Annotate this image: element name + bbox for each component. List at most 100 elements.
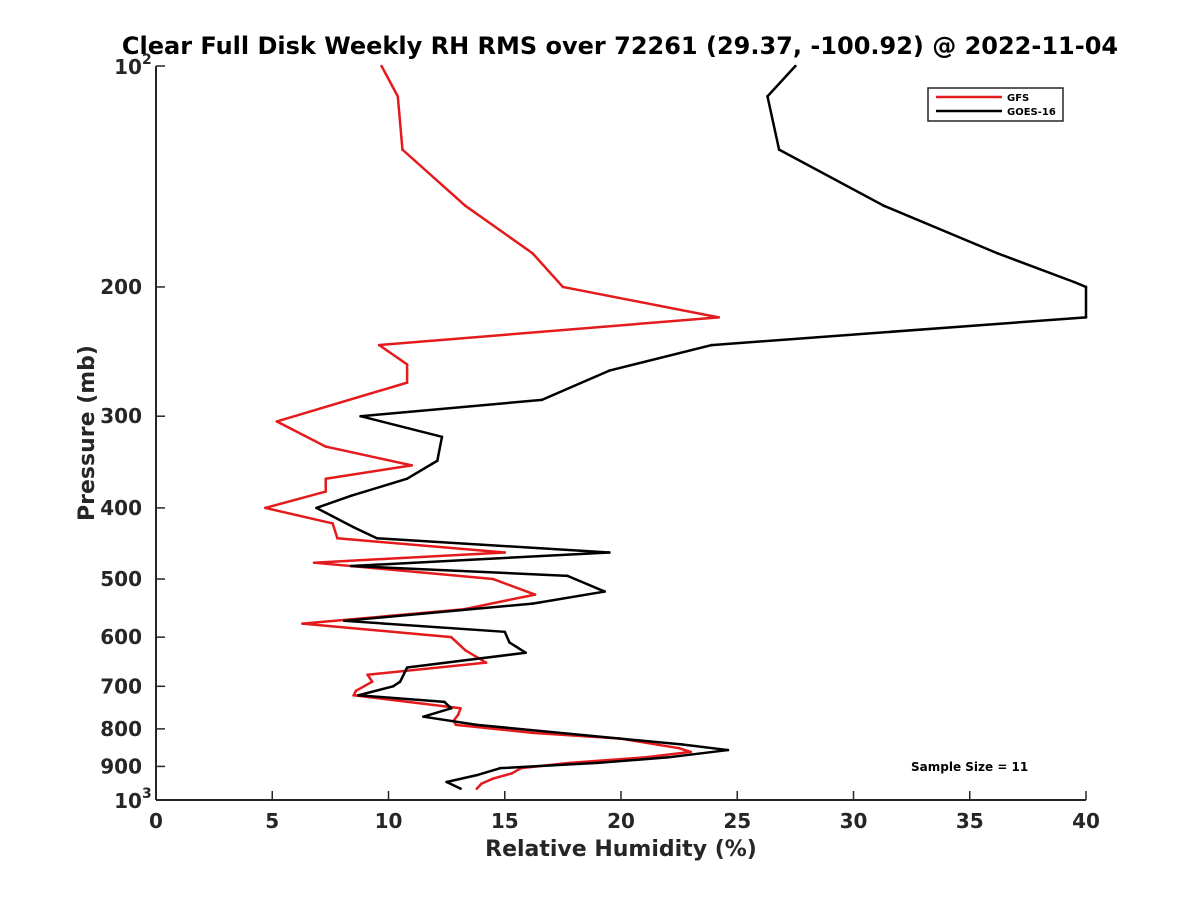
data-point-goes16 (445, 780, 448, 784)
y-tick-label-exponent: 3 (142, 786, 152, 802)
x-tick-label: 30 (840, 809, 868, 833)
data-point-goes16 (375, 536, 379, 540)
data-point-goes16 (475, 773, 479, 777)
data-point-goes16 (882, 204, 886, 207)
series-layer (263, 64, 1088, 790)
data-point-gfs (449, 635, 453, 639)
x-tick-label: 15 (491, 809, 519, 833)
data-point-goes16 (777, 148, 781, 151)
data-point-goes16 (398, 680, 402, 684)
data-point-goes16 (350, 494, 353, 498)
y-tick-label: 400 (100, 496, 142, 520)
data-point-goes16 (352, 525, 355, 529)
data-point-goes16 (503, 630, 507, 634)
data-point-goes16 (603, 590, 607, 593)
data-point-gfs (491, 577, 495, 581)
data-point-goes16 (608, 369, 611, 372)
x-tick-label: 0 (149, 809, 163, 833)
data-point-goes16 (436, 459, 439, 463)
data-point-goes16 (666, 756, 669, 759)
data-point-gfs (377, 343, 381, 347)
x-axis-label: Relative Humidity (%) (485, 837, 757, 862)
data-point-gfs (405, 381, 409, 384)
data-point-goes16 (475, 723, 479, 727)
data-point-gfs (354, 689, 358, 693)
data-point-goes16 (596, 761, 600, 765)
y-tick-label: 10 (114, 55, 142, 79)
data-point-gfs (475, 787, 479, 790)
data-point-goes16 (726, 748, 730, 752)
y-tick-label: 600 (100, 625, 142, 649)
y-tick-label: 10 (114, 789, 142, 813)
data-point-goes16 (405, 666, 409, 669)
y-axis-label: Pressure (mb) (75, 345, 100, 521)
data-point-gfs (324, 477, 328, 481)
data-point-goes16 (766, 95, 769, 98)
data-point-gfs (456, 713, 460, 716)
data-point-goes16 (343, 619, 346, 623)
legend-box (927, 87, 1064, 122)
data-point-gfs (324, 445, 328, 448)
data-point-goes16 (508, 641, 511, 644)
data-point-gfs (677, 746, 681, 750)
data-point-goes16 (566, 574, 569, 578)
data-point-gfs (484, 661, 488, 664)
x-tick-label: 25 (723, 809, 751, 833)
data-point-goes16 (531, 602, 534, 605)
data-point-gfs (324, 490, 328, 493)
y-tick-label: 900 (100, 754, 142, 778)
sample-size-annotation: Sample Size = 11 (911, 760, 1028, 774)
data-point-goes16 (498, 766, 502, 770)
x-tick-label: 35 (956, 809, 984, 833)
data-point-goes16 (356, 693, 360, 697)
data-point-gfs (717, 316, 720, 319)
y-tick-label: 800 (100, 717, 142, 741)
chart-title: Clear Full Disk Weekly RH RMS over 72261… (122, 32, 1118, 60)
data-point-gfs (561, 285, 565, 289)
x-tick-label: 5 (265, 809, 279, 833)
data-point-gfs (463, 648, 467, 652)
data-point-gfs (401, 148, 404, 151)
data-point-goes16 (449, 706, 453, 710)
y-tick-label: 500 (100, 567, 142, 591)
data-point-goes16 (459, 787, 462, 790)
data-point-goes16 (359, 414, 362, 418)
data-point-gfs (510, 772, 514, 775)
data-point-gfs (263, 506, 267, 510)
y-tick-label-exponent: 2 (142, 52, 152, 68)
data-point-goes16 (443, 700, 446, 704)
legend: GFS GOES-16 (927, 87, 1064, 122)
data-point-gfs (459, 706, 462, 710)
data-point-goes16 (391, 685, 395, 688)
data-point-gfs (503, 551, 507, 554)
data-point-goes16 (794, 64, 797, 68)
data-point-gfs (370, 680, 374, 684)
x-ticks: 0 5 10 15 20 25 30 35 40 (149, 791, 1100, 833)
data-point-gfs (531, 252, 534, 255)
legend-label-goes16: GOES-16 (1007, 107, 1056, 118)
data-point-gfs (380, 64, 383, 68)
data-point-gfs (352, 693, 355, 697)
data-point-goes16 (315, 506, 318, 510)
data-point-gfs (366, 673, 369, 677)
y-tick-label: 300 (100, 404, 142, 428)
data-point-gfs (480, 782, 483, 785)
data-point-gfs (336, 536, 339, 540)
data-point-goes16 (710, 343, 713, 347)
data-point-gfs (454, 723, 458, 727)
x-tick-label: 20 (607, 809, 635, 833)
data-point-gfs (689, 750, 693, 754)
data-point-gfs (491, 777, 495, 780)
data-point-gfs (301, 622, 304, 625)
data-point-gfs (312, 561, 316, 564)
data-point-goes16 (608, 551, 611, 554)
x-tick-label: 10 (375, 809, 403, 833)
data-point-gfs (275, 420, 279, 423)
data-point-gfs (531, 731, 534, 735)
data-point-gfs (410, 464, 414, 467)
data-point-goes16 (680, 743, 683, 746)
data-point-goes16 (405, 477, 409, 481)
data-point-goes16 (1084, 316, 1088, 319)
y-tick-label: 200 (100, 275, 142, 299)
